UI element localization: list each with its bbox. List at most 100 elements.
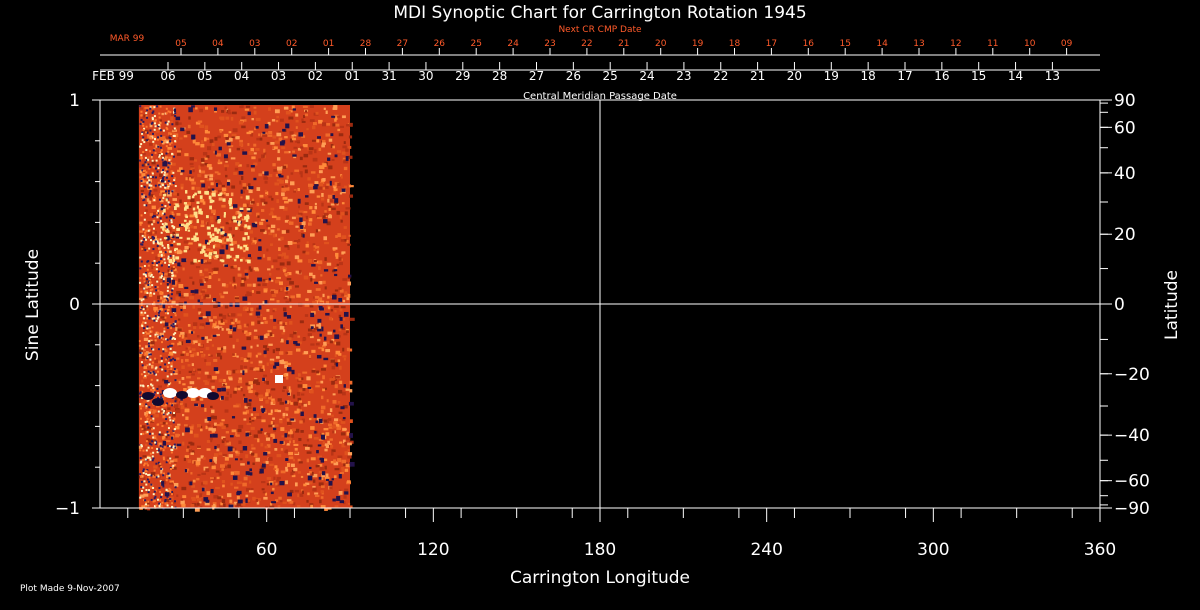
map-limb-texel: [146, 430, 149, 433]
map-texel: [342, 428, 347, 431]
map-texel: [349, 440, 354, 444]
map-texel: [234, 387, 237, 392]
map-negative-flux: [285, 123, 290, 129]
map-limb-texel: [149, 291, 152, 294]
map-texel: [173, 280, 178, 285]
map-texel: [244, 277, 247, 281]
map-positive-flux: [245, 195, 250, 200]
map-texel: [227, 109, 231, 114]
map-limb-texel: [166, 413, 169, 416]
map-texel: [204, 502, 210, 506]
map-texel: [322, 215, 326, 219]
map-limb-texel: [168, 136, 171, 139]
map-positive-flux: [227, 233, 232, 237]
map-texel: [289, 131, 294, 135]
map-texel: [235, 450, 238, 454]
map-limb-texel: [165, 338, 168, 341]
map-limb-texel: [164, 316, 167, 319]
map-limb-texel: [142, 470, 145, 473]
map-texel: [215, 301, 219, 305]
map-texel: [258, 394, 264, 399]
map-texel: [331, 207, 336, 211]
map-limb-texel: [145, 112, 148, 115]
active-region-spot: [186, 388, 200, 398]
map-texel: [332, 248, 336, 251]
map-limb-texel: [140, 154, 143, 157]
map-limb-texel: [151, 447, 154, 450]
map-texel: [260, 443, 264, 447]
map-limb-texel: [145, 405, 148, 408]
map-texel: [268, 232, 273, 236]
map-texel: [294, 482, 298, 487]
map-texel: [317, 298, 322, 302]
map-negative-flux: [263, 350, 267, 355]
map-texel: [199, 273, 205, 277]
map-texel: [312, 122, 317, 126]
cmp-date-label: 03: [271, 69, 286, 83]
map-texel: [246, 357, 250, 360]
map-texel: [262, 278, 268, 282]
map-texel: [319, 280, 323, 285]
map-texel: [256, 501, 260, 505]
map-limb-texel: [159, 365, 162, 368]
map-texel: [278, 238, 282, 241]
map-texel: [308, 354, 312, 358]
map-texel: [310, 389, 314, 394]
map-negative-flux: [329, 180, 332, 186]
map-limb-texel: [173, 234, 176, 237]
cmp-date-label: 29: [455, 69, 470, 83]
map-texel: [163, 364, 169, 367]
map-texel: [148, 200, 152, 204]
map-texel: [236, 503, 241, 507]
map-texel: [229, 499, 233, 503]
map-texel: [207, 175, 211, 179]
map-texel: [167, 269, 170, 272]
map-limb-texel: [145, 238, 148, 241]
map-texel: [201, 140, 204, 144]
map-texel: [162, 421, 166, 425]
map-positive-flux: [232, 216, 237, 220]
map-positive-flux: [164, 193, 167, 197]
map-limb-texel: [141, 131, 144, 134]
map-texel: [307, 183, 313, 187]
map-texel: [324, 286, 327, 290]
map-limb-texel: [138, 340, 141, 343]
map-limb-texel: [170, 368, 173, 371]
map-texel: [340, 306, 346, 309]
map-limb-texel: [173, 418, 176, 421]
map-texel: [253, 379, 259, 383]
map-positive-flux: [174, 247, 178, 251]
map-texel: [238, 424, 244, 429]
map-limb-texel: [147, 464, 150, 467]
map-texel: [201, 243, 206, 247]
map-limb-texel: [173, 127, 176, 130]
map-texel: [173, 404, 179, 408]
map-limb-texel: [148, 184, 151, 187]
map-negative-flux: [249, 468, 253, 472]
map-texel: [239, 142, 243, 146]
map-texel: [270, 421, 273, 425]
map-texel: [321, 202, 324, 207]
map-negative-flux: [317, 136, 321, 139]
map-limb-texel: [153, 499, 156, 502]
map-texel: [163, 349, 168, 353]
map-limb-texel: [155, 264, 158, 267]
map-negative-flux: [160, 207, 165, 211]
active-region-dark-spot: [142, 392, 154, 400]
map-texel: [175, 296, 180, 301]
map-positive-flux: [214, 227, 217, 232]
map-texel: [140, 494, 145, 498]
map-texel: [284, 151, 289, 154]
map-texel: [272, 233, 276, 238]
map-limb-texel: [140, 118, 143, 121]
map-limb-texel: [171, 502, 174, 505]
map-texel: [283, 386, 287, 389]
map-texel: [187, 364, 191, 367]
map-texel: [179, 403, 183, 406]
map-texel: [232, 276, 236, 281]
map-texel: [151, 265, 155, 269]
map-limb-texel: [164, 186, 167, 189]
map-positive-flux: [180, 223, 185, 227]
map-texel: [255, 498, 259, 502]
map-texel: [202, 259, 208, 263]
